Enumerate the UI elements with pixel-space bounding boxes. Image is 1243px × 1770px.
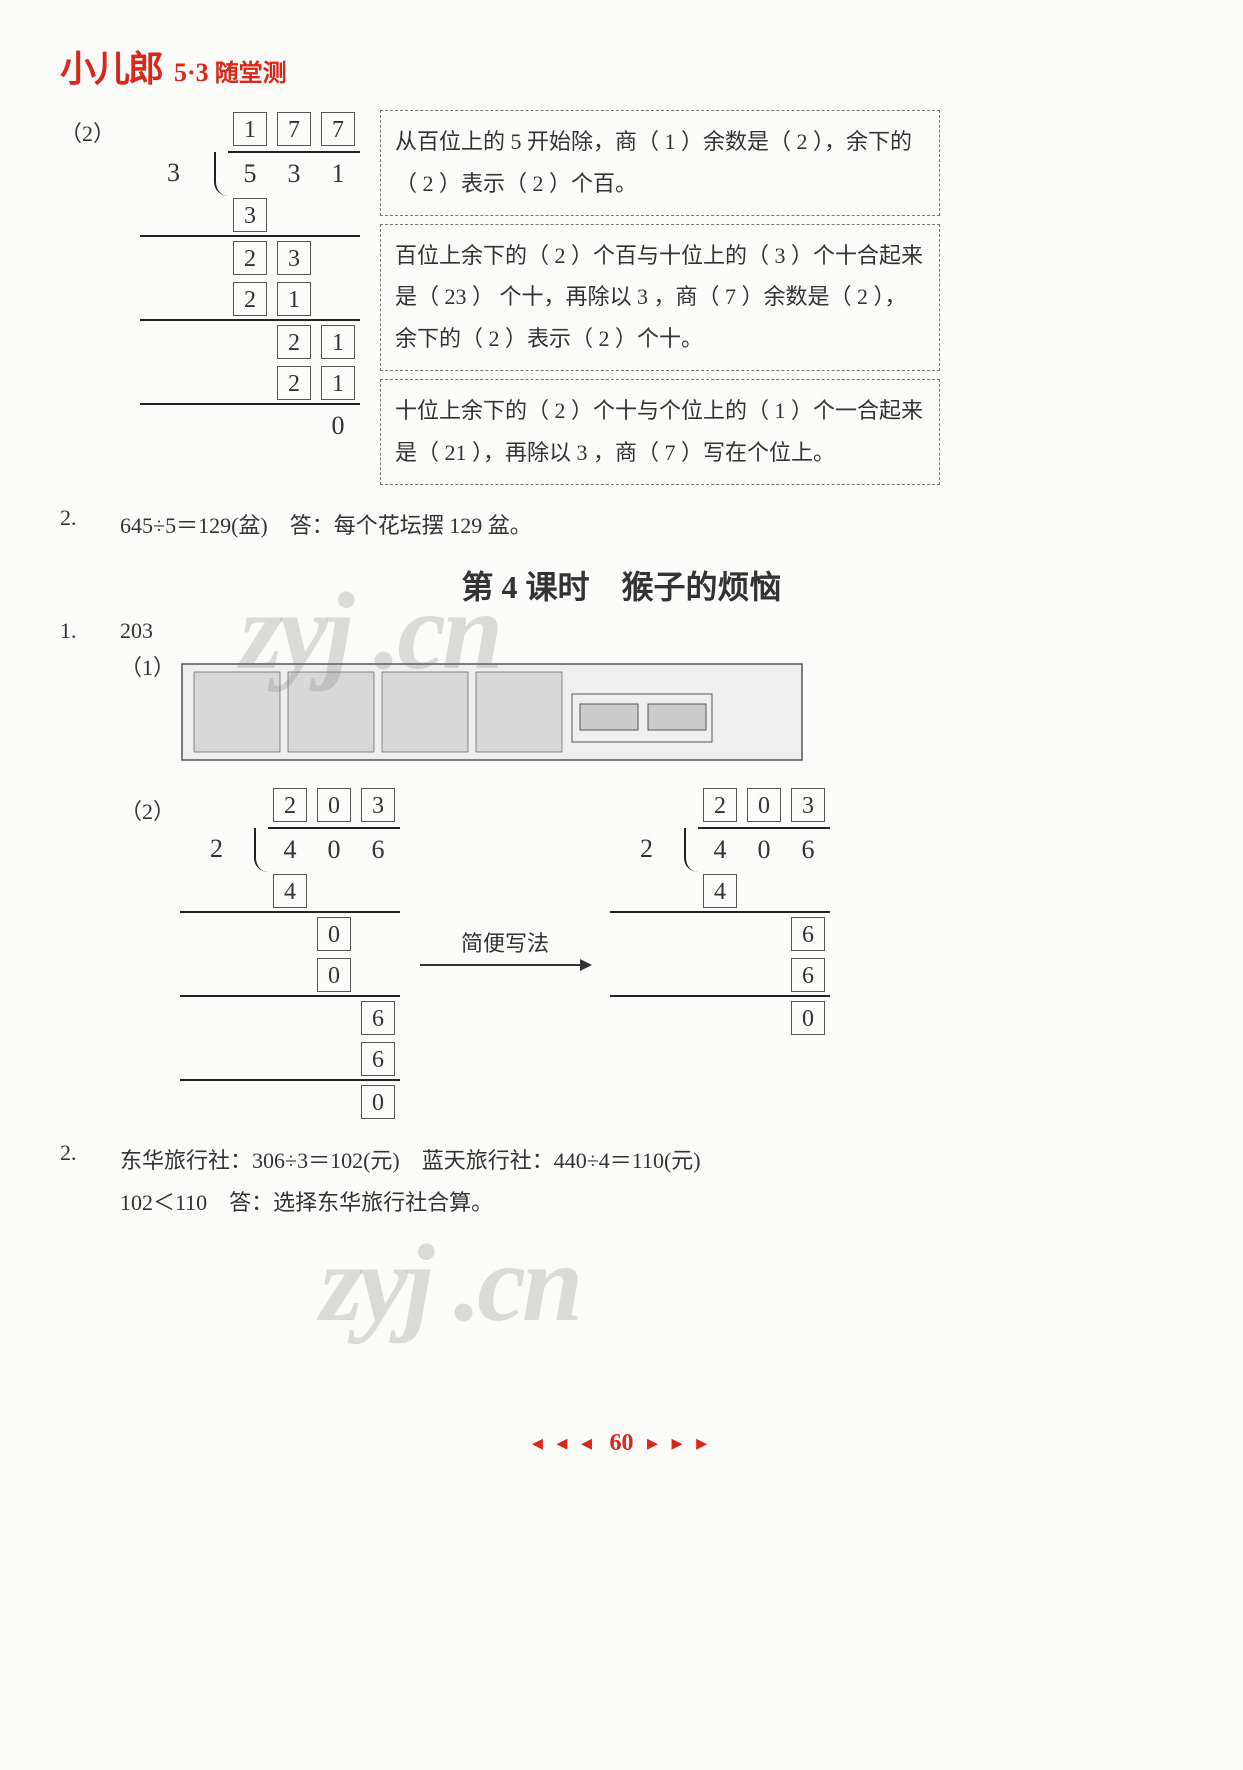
explanation-column: 从百位上的 5 开始除，商（ 1 ）余数是（ 2 ），余下的（ 2 ）表示（ 2… [380, 110, 940, 493]
problem-1-sub1: （1） [60, 650, 1183, 776]
logo-text: 小儿郎 [60, 40, 162, 92]
step4-a: 2 [277, 325, 311, 359]
step4-b: 1 [321, 325, 355, 359]
step1: 3 [233, 198, 267, 232]
ldd-t: 0 [312, 828, 356, 870]
lq-o: 3 [361, 788, 395, 822]
dividend-t: 3 [272, 152, 316, 194]
ldiv: 2 [180, 828, 224, 870]
long-division-531-3: 1 7 7 3 5 3 1 3 2 3 2 1 [140, 110, 360, 446]
ls5: 6 [361, 1042, 395, 1076]
ldd-o: 6 [356, 828, 400, 870]
rq-t: 0 [747, 788, 781, 822]
divisor: 3 [140, 152, 184, 194]
lrem: 0 [361, 1085, 395, 1119]
explain-box-1: 从百位上的 5 开始除，商（ 1 ）余数是（ 2 ），余下的（ 2 ）表示（ 2… [380, 110, 940, 216]
watermark-icon: zyj .cn [320, 1220, 579, 1347]
rdiv: 2 [610, 828, 654, 870]
subpart-label: （2） [60, 110, 120, 148]
rq-h: 2 [703, 788, 737, 822]
long-division-left: 2 0 3 2 4 0 6 4 0 0 [180, 786, 400, 1122]
step5-b: 1 [321, 366, 355, 400]
arrow-text: 简便写法 [461, 926, 549, 958]
step3-a: 2 [233, 282, 267, 316]
lq-t: 0 [317, 788, 351, 822]
logo-53: 5·3 [174, 58, 209, 88]
rs1: 4 [703, 874, 737, 908]
remainder: 0 [316, 404, 360, 446]
sub2-label: （2） [120, 786, 180, 826]
problem-2b-line2: 102＜110 答：选择东华旅行社合算。 [120, 1182, 1183, 1224]
ls3: 0 [317, 958, 351, 992]
rs2: 6 [791, 917, 825, 951]
ls2: 0 [317, 917, 351, 951]
problem-1-answer: 203 [120, 618, 1183, 644]
problem-2b-line1: 东华旅行社：306÷3＝102(元) 蓝天旅行社：440÷4＝110(元) [120, 1140, 1183, 1182]
quotient-ones: 7 [321, 112, 355, 146]
ls4: 6 [361, 1001, 395, 1035]
quotient-tens: 7 [277, 112, 311, 146]
rdd-h: 4 [698, 828, 742, 870]
lesson-title: 第 4 课时 猴子的烦恼 [60, 562, 1183, 608]
lq-h: 2 [273, 788, 307, 822]
problem-text: 645÷5＝129(盆) 答：每个花坛摆 129 盆。 [120, 505, 1183, 547]
ls1: 4 [273, 874, 307, 908]
triangle-left-icon: ◂ ◂ ◂ [532, 1430, 596, 1455]
dividend-o: 1 [316, 152, 360, 194]
long-division-right: 2 0 3 2 4 0 6 4 6 6 [610, 786, 830, 1038]
rdd-t: 0 [742, 828, 786, 870]
problem-1-label: 1. [60, 618, 120, 644]
arrow-label-group: 简便写法 [420, 926, 590, 966]
page-number: 60 [610, 1430, 634, 1456]
watermark-bottom-wrap: zyj .cn [60, 1230, 1183, 1390]
rq-o: 3 [791, 788, 825, 822]
dividend-h: 5 [228, 152, 272, 194]
problem-1: 1. 203 [60, 618, 1183, 644]
problem-2b-label: 2. [60, 1140, 120, 1166]
problem-2-subpart: （2） 1 7 7 3 5 3 1 3 2 3 [60, 110, 1183, 493]
explain-box-3: 十位上余下的（ 2 ）个十与个位上的（ 1 ）个一合起来是（ 21 ），再除以 … [380, 379, 940, 485]
step2-a: 2 [233, 241, 267, 275]
problem-label: 2. [60, 505, 120, 531]
step5-a: 2 [277, 366, 311, 400]
base-ten-blocks-image [180, 650, 820, 776]
page-footer: ◂ ◂ ◂ 60 ▸ ▸ ▸ [60, 1430, 1183, 1457]
logo-subtitle: 随堂测 [215, 53, 287, 88]
arrow-icon [420, 964, 590, 966]
step2-b: 3 [277, 241, 311, 275]
ldd-h: 4 [268, 828, 312, 870]
rs3: 6 [791, 958, 825, 992]
problem-1-sub2: （2） 2 0 3 2 4 0 6 4 [60, 786, 1183, 1122]
explain-box-2: 百位上余下的（ 2 ）个百与十位上的（ 3 ）个十合起来是（ 23 ） 个十，再… [380, 224, 940, 371]
quotient-hundreds: 1 [233, 112, 267, 146]
problem-2-top: 2. 645÷5＝129(盆) 答：每个花坛摆 129 盆。 [60, 505, 1183, 547]
sub1-label: （1） [120, 650, 180, 682]
rdd-o: 6 [786, 828, 830, 870]
page-header: 小儿郎 5·3 随堂测 [60, 40, 1183, 92]
step3-b: 1 [277, 282, 311, 316]
problem-2-bottom: 2. 东华旅行社：306÷3＝102(元) 蓝天旅行社：440÷4＝110(元)… [60, 1140, 1183, 1224]
rrem: 0 [791, 1001, 825, 1035]
triangle-right-icon: ▸ ▸ ▸ [647, 1430, 711, 1455]
